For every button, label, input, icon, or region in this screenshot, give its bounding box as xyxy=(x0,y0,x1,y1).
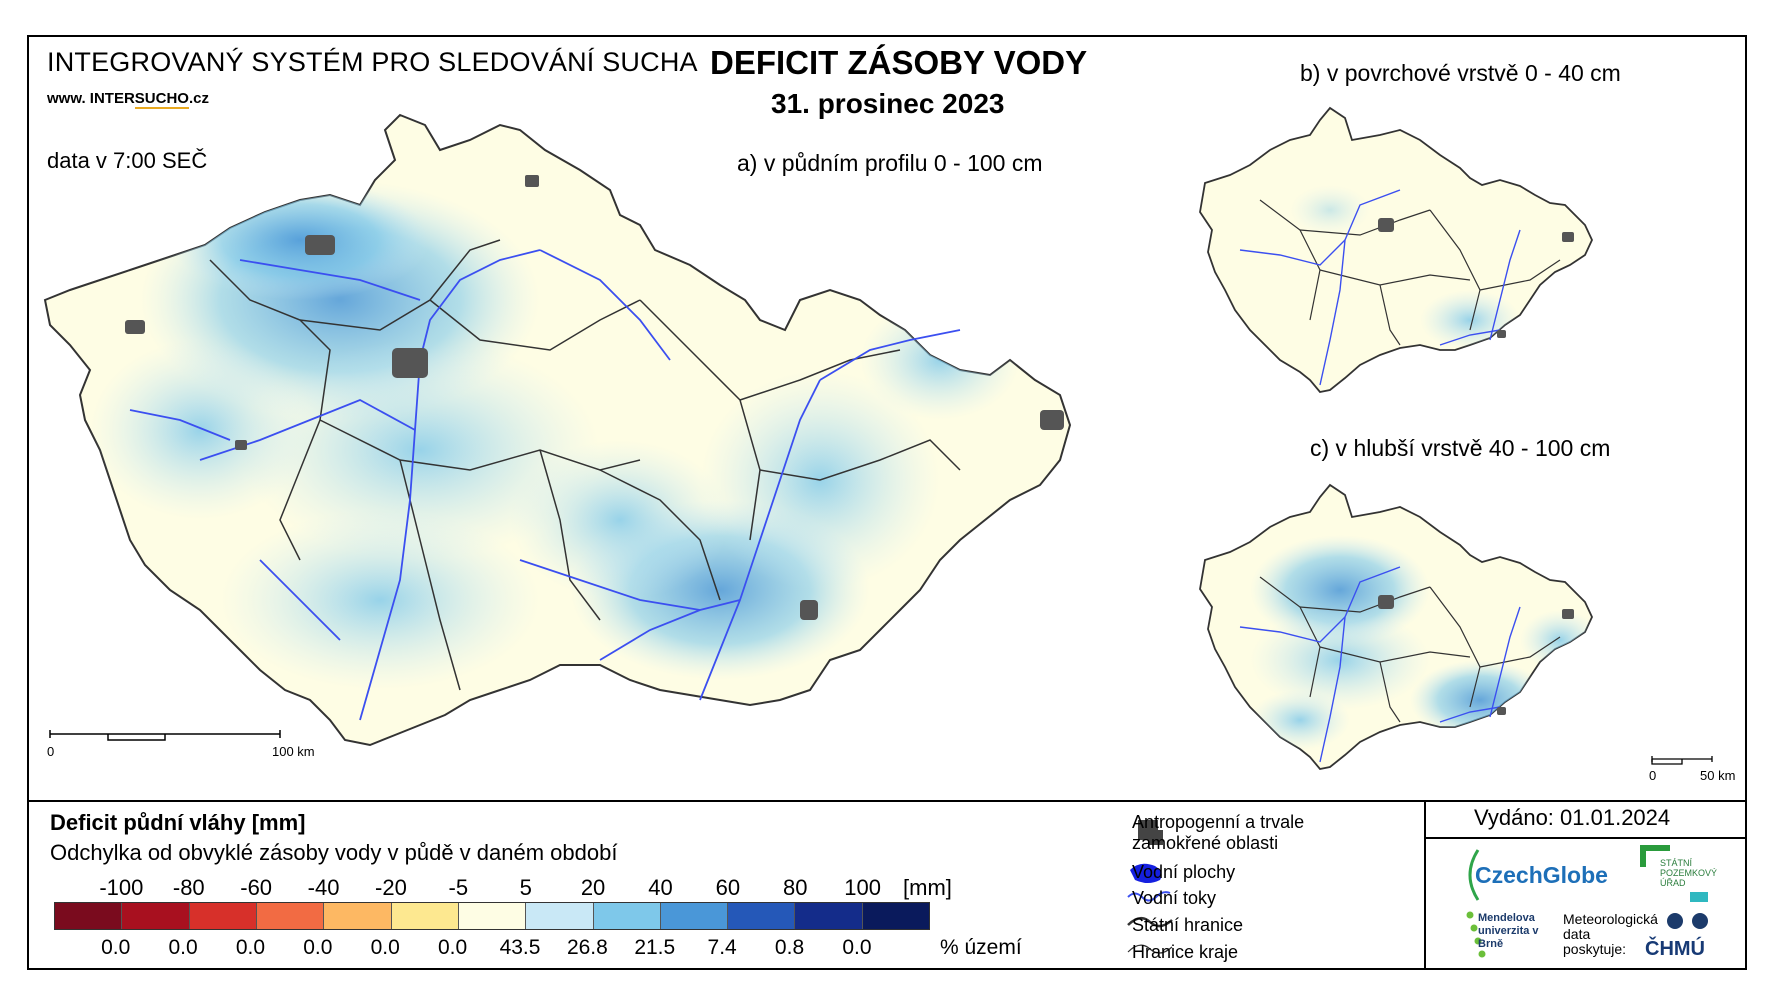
legend-tick: 80 xyxy=(782,875,808,900)
legend-tick: -60 xyxy=(240,875,273,900)
legend-swatch-12 xyxy=(862,903,930,929)
legend-swatch-10 xyxy=(728,903,796,929)
legend-unit: [mm] xyxy=(903,875,952,900)
legend-tick: 40 xyxy=(648,875,673,900)
system-title: INTEGROVANÝ SYSTÉM PRO SLEDOVÁNÍ SUCHA xyxy=(47,47,698,77)
map-c-label: c) v hlubší vrstvě 40 - 100 cm xyxy=(1310,435,1611,461)
scale-small-end: 50 km xyxy=(1700,768,1736,783)
map-a xyxy=(44,114,1071,746)
legend-swatch-1 xyxy=(122,903,190,929)
legend-percent: 43.5 xyxy=(499,936,541,959)
legend-tick: -80 xyxy=(172,875,205,900)
chmu-logo-text: ČHMÚ xyxy=(1645,938,1705,960)
legend-tick: 20 xyxy=(580,875,606,900)
spu-logo-text: STÁTNÍ POZEMKOVÝ ÚŘAD xyxy=(1660,858,1718,888)
key-water-bodies: Vodní plochy xyxy=(1132,862,1236,882)
legend-tick: 60 xyxy=(715,875,741,900)
issued-divider xyxy=(1424,837,1747,839)
legend-tick: 100 xyxy=(844,875,881,900)
issued-date: Vydáno: 01.01.2024 xyxy=(1474,805,1671,830)
legend-percent: 0.0 xyxy=(842,936,872,959)
legend-swatch-7 xyxy=(526,903,594,929)
legend-percent: 0.0 xyxy=(303,936,333,959)
legend-swatch-2 xyxy=(189,903,257,929)
legend-percent: 21.5 xyxy=(634,936,676,959)
legend-divider xyxy=(27,800,1747,802)
legend-percent: 0.0 xyxy=(370,936,400,959)
map-b-label: b) v povrchové vrstvě 0 - 40 cm xyxy=(1300,60,1621,86)
legend-color-bar xyxy=(54,902,930,930)
legend-percent: 0.0 xyxy=(101,936,131,959)
legend-swatch-9 xyxy=(660,903,729,929)
legend-swatch-8 xyxy=(593,903,661,929)
meteo-provider-text: Meteorologická data poskytuje: xyxy=(1563,911,1658,957)
scale-small-zero: 0 xyxy=(1649,768,1657,783)
legend-swatch-6 xyxy=(458,903,527,929)
legend-swatch-5 xyxy=(391,903,459,929)
maps-canvas xyxy=(44,106,1713,770)
website-link[interactable]: www. INTERSUCHO.cz xyxy=(47,90,209,109)
legend-tick: 5 xyxy=(519,875,532,900)
key-anthropogenic: Antropogenní a trvale zamokřené oblasti xyxy=(1132,812,1305,853)
legend-tick: -5 xyxy=(448,875,469,900)
map-frame xyxy=(27,35,1747,970)
scale-main-zero: 0 xyxy=(47,744,55,759)
legend-title: Deficit půdní vláhy [mm] xyxy=(50,810,306,835)
legend-swatch-11 xyxy=(795,903,863,929)
key-state-border: Státní hranice xyxy=(1132,915,1244,935)
key-region-border: Hranice kraje xyxy=(1132,942,1239,962)
page-title: DEFICIT ZÁSOBY VODY xyxy=(710,44,1088,81)
legend-tick: -20 xyxy=(375,875,407,900)
map-date: 31. prosinec 2023 xyxy=(771,88,1005,119)
legend-swatch-0 xyxy=(55,903,123,929)
data-time-note: data v 7:00 SEČ xyxy=(47,148,208,173)
legend-tick: -40 xyxy=(307,875,340,900)
legend-swatch-3 xyxy=(256,903,325,929)
legend-percent: 0.0 xyxy=(235,936,266,959)
legend-tick: -100 xyxy=(99,875,144,900)
scale-main-end: 100 km xyxy=(272,744,315,759)
legend-percent: 7.4 xyxy=(707,936,737,959)
legend-percent: 0.0 xyxy=(168,936,198,959)
legend-percent: 0.8 xyxy=(774,936,805,959)
legend-percent: 0.0 xyxy=(438,936,468,959)
legend-subtitle: Odchylka od obvyklé zásoby vody v půdě v… xyxy=(50,840,618,865)
legend-swatch-4 xyxy=(324,903,392,929)
legend-percent: 26.8 xyxy=(566,936,608,959)
footer-divider xyxy=(1424,800,1426,970)
czechglobe-logo-text: CzechGlobe xyxy=(1475,862,1608,888)
map-c xyxy=(1199,483,1713,770)
map-a-label: a) v půdním profilu 0 - 100 cm xyxy=(737,150,1043,176)
percent-unit: % území xyxy=(940,936,1022,959)
mendel-logo-text: Mendelova univerzita v Brně xyxy=(1478,912,1539,950)
key-rivers: Vodní toky xyxy=(1132,888,1217,908)
map-b xyxy=(1199,106,1593,393)
